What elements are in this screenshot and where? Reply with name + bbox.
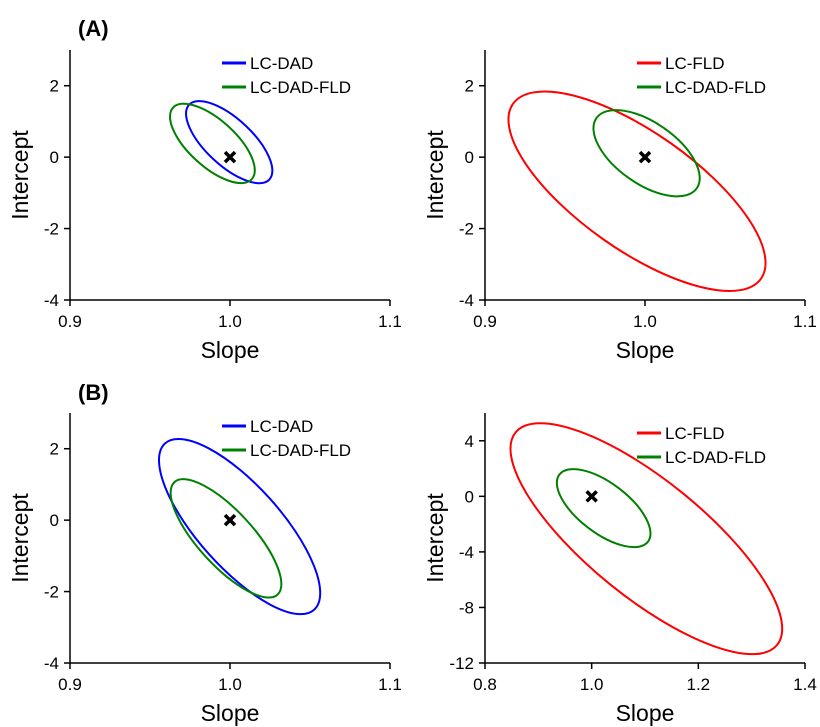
y-tick-label: 0 <box>50 148 59 167</box>
panel-label-a: (A) <box>78 16 109 41</box>
ellipse-lc-dad-fld <box>592 109 701 198</box>
chart-3: 0.9 1.0 1.1 -4 -2 0 2 Slope Intercept LC-DAD LC-DA… <box>7 413 402 726</box>
x-tick-label: 1.4 <box>793 675 817 694</box>
x-tick-label: 1.1 <box>793 312 817 331</box>
ellipse-lc-dad-fld <box>169 102 256 185</box>
ellipse-lc-dad-fld <box>169 478 283 599</box>
chart-4: 0.8 1.0 1.2 1.4 -12 -8 -4 0 4 Slope Intercept LC-FL… <box>422 413 817 726</box>
y-axis-label: Intercept <box>422 130 448 220</box>
center-marker <box>223 513 237 527</box>
y-tick-label: -12 <box>449 654 474 673</box>
y-tick-label: 0 <box>465 487 474 506</box>
x-tick-label: 0.9 <box>473 312 497 331</box>
center-marker <box>638 150 652 164</box>
y-tick-label: 2 <box>50 77 59 96</box>
x-tick-label: 0.9 <box>58 675 82 694</box>
legend-label: LC-DAD <box>250 54 313 73</box>
legend-label: LC-DAD-FLD <box>665 448 766 467</box>
y-tick-label: -4 <box>44 654 59 673</box>
y-tick-label: -4 <box>459 543 474 562</box>
x-tick-label: 1.1 <box>378 675 402 694</box>
x-axis-label: Slope <box>616 700 675 726</box>
y-tick-label: 0 <box>465 148 474 167</box>
y-tick-label: -2 <box>459 220 474 239</box>
ellipse-lc-dad <box>158 437 322 616</box>
x-tick-label: 0.9 <box>58 312 82 331</box>
center-marker <box>223 150 237 164</box>
x-tick-label: 1.2 <box>687 675 711 694</box>
ellipse-lc-fld <box>509 422 784 656</box>
legend-label: LC-DAD-FLD <box>250 441 351 460</box>
y-axis-label: Intercept <box>422 493 448 583</box>
y-axis-label: Intercept <box>7 493 33 583</box>
x-axis-label: Slope <box>201 700 260 726</box>
x-axis-label: Slope <box>201 337 260 363</box>
ellipse-lc-dad-fld <box>555 468 652 549</box>
panel-label-b: (B) <box>78 380 109 405</box>
chart-2: 0.9 1.0 1.1 -4 -2 0 2 Slope Intercept LC-FLD LC-DA… <box>422 50 817 363</box>
center-marker <box>585 490 598 503</box>
chart-1: 0.9 1.0 1.1 -4 -2 0 2 Slope Intercept LC-DAD LC-DA… <box>7 50 402 363</box>
x-tick-label: 1.0 <box>218 675 242 694</box>
y-tick-label: 0 <box>50 511 59 530</box>
y-tick-label: -8 <box>459 598 474 617</box>
y-axis-label: Intercept <box>7 130 33 220</box>
x-tick-label: 1.0 <box>633 312 657 331</box>
legend-label: LC-DAD <box>250 417 313 436</box>
y-tick-label: -4 <box>459 291 474 310</box>
y-tick-label: -2 <box>44 220 59 239</box>
legend-label: LC-DAD-FLD <box>250 78 351 97</box>
y-tick-label: 2 <box>465 77 474 96</box>
legend-label: LC-FLD <box>665 54 725 73</box>
x-tick-label: 0.8 <box>473 675 497 694</box>
y-tick-label: 4 <box>465 432 474 451</box>
y-tick-label: -4 <box>44 291 59 310</box>
x-tick-label: 1.0 <box>580 675 604 694</box>
x-axis-label: Slope <box>616 337 675 363</box>
legend-label: LC-FLD <box>665 424 725 443</box>
y-tick-label: 2 <box>50 440 59 459</box>
y-tick-label: -2 <box>44 583 59 602</box>
x-tick-label: 1.0 <box>218 312 242 331</box>
x-tick-label: 1.1 <box>378 312 402 331</box>
ellipse-lc-fld <box>507 90 767 292</box>
legend-label: LC-DAD-FLD <box>665 78 766 97</box>
